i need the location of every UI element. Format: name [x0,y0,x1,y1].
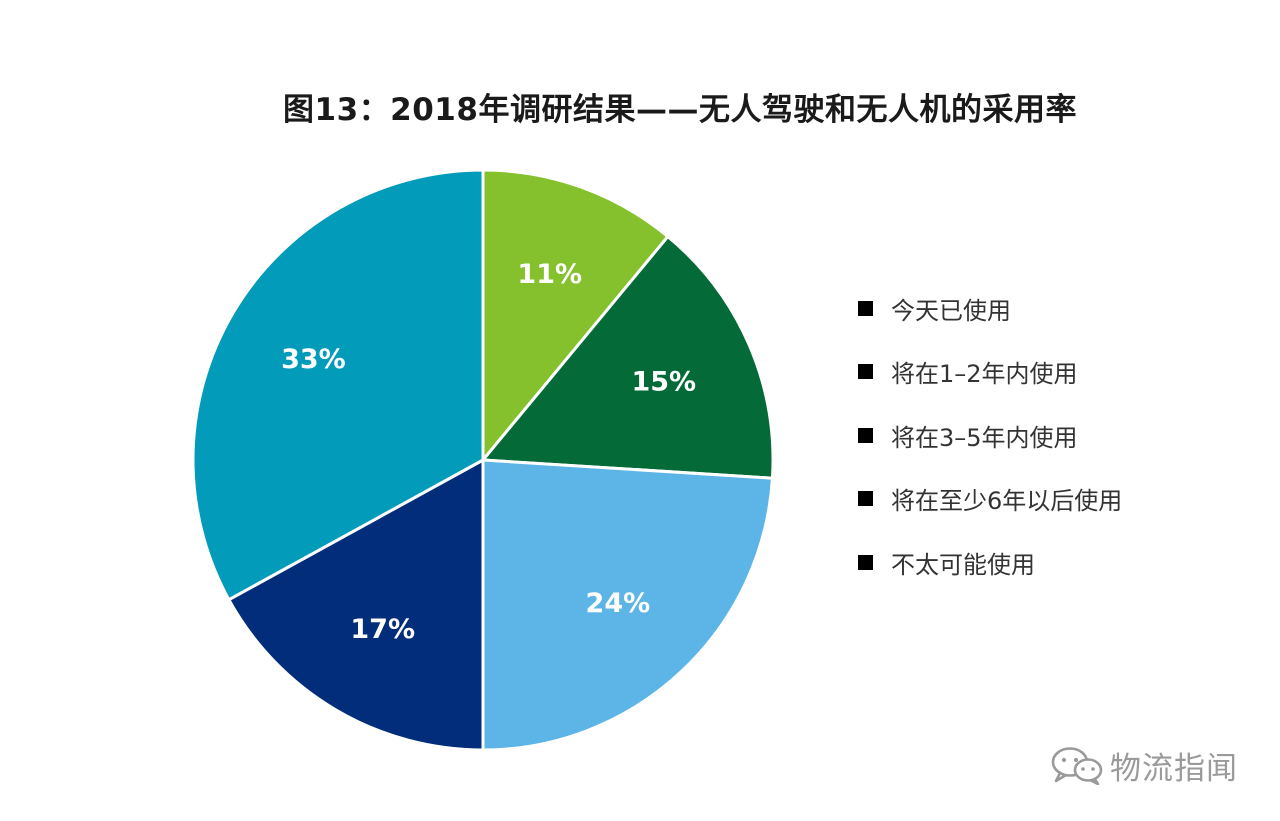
legend-swatch [858,300,873,316]
pie-slice-4 [227,458,485,752]
pie-slice-5 [191,168,485,602]
legend-label: 将在至少6年以后使用 [891,487,1123,515]
legend-item: 将在至少6年以后使用 [858,479,1258,519]
watermark-text: 物流指闻 [1110,750,1238,787]
legend-item: 将在3–5年内使用 [858,415,1258,455]
pie-slice-1 [481,168,670,462]
wechat-icon [1051,747,1103,785]
pie-slice-2 [481,235,775,480]
legend-label: 将在1–2年内使用 [891,360,1078,388]
slice-value-label: 24% [586,588,651,619]
legend: 今天已使用 将在1–2年内使用 将在3–5年内使用 将在至少6年以后使用 不太可… [858,288,1258,606]
chart-title: 图13：2018年调研结果——无人驾驶和无人机的采用率 [283,92,1077,128]
slice-value-label: 15% [631,366,696,397]
legend-item: 将在1–2年内使用 [858,352,1258,392]
legend-swatch [858,554,873,570]
pie-slices [191,168,775,752]
slice-value-label: 17% [350,614,415,645]
slice-value-label: 33% [281,344,346,375]
watermark: 物流指闻 [1050,742,1238,788]
legend-swatch [858,427,873,443]
legend-item: 今天已使用 [858,288,1258,328]
slice-value-label: 11% [517,259,582,290]
legend-swatch [858,491,873,506]
legend-label: 将在3–5年内使用 [891,423,1078,452]
legend-label: 不太可能使用 [891,550,1035,579]
pie-slice-3 [481,458,774,752]
legend-label: 今天已使用 [891,296,1011,325]
pie-labels: 11% 15% 24% 17% 33% [281,259,696,645]
legend-item: 不太可能使用 [858,542,1258,582]
legend-swatch [858,364,873,379]
